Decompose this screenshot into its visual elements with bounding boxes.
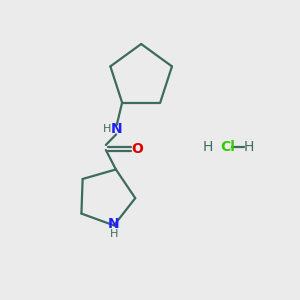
Text: O: O bbox=[132, 142, 144, 155]
Text: H: H bbox=[110, 229, 118, 239]
Text: H: H bbox=[202, 140, 213, 154]
Text: H: H bbox=[103, 124, 112, 134]
Text: N: N bbox=[108, 217, 120, 231]
Text: Cl: Cl bbox=[221, 140, 236, 154]
Text: N: N bbox=[111, 122, 122, 136]
Text: H: H bbox=[244, 140, 254, 154]
